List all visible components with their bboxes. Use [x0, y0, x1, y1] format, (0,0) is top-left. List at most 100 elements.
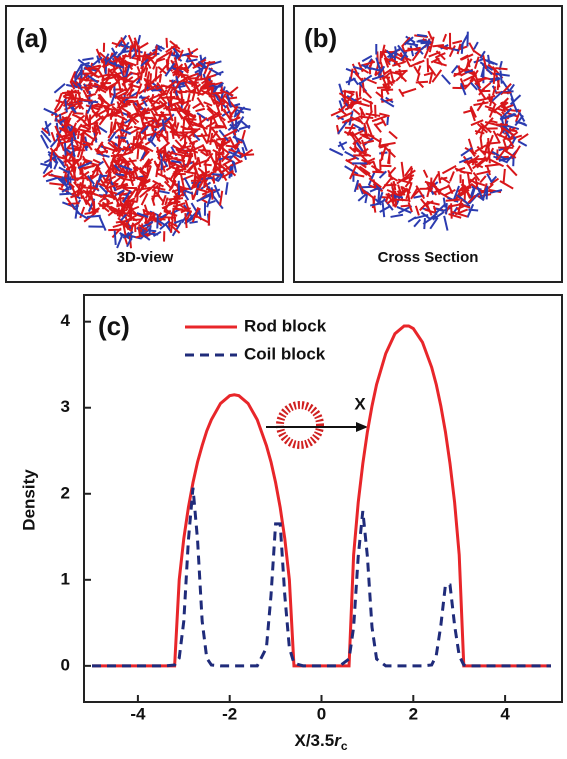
chain [49, 182, 65, 187]
inset-ring [276, 401, 324, 449]
chain [477, 77, 487, 81]
chain [344, 105, 354, 111]
chain [151, 106, 159, 115]
chain [84, 143, 94, 147]
chain [88, 67, 98, 71]
chain [185, 109, 191, 122]
chain [206, 128, 212, 144]
chain [64, 98, 68, 113]
chain [179, 131, 189, 142]
chain [128, 234, 142, 240]
chain [427, 30, 433, 40]
chain [383, 145, 397, 158]
chain [354, 101, 370, 108]
chain [229, 103, 241, 108]
chain [115, 182, 128, 189]
chain [373, 123, 382, 133]
chain [151, 194, 161, 198]
chain [97, 100, 105, 111]
chain [169, 123, 175, 140]
chain [352, 65, 363, 71]
chain [463, 109, 472, 114]
y-tick-label: 4 [61, 311, 71, 330]
chain [499, 112, 516, 121]
chain [186, 152, 194, 168]
chain [198, 149, 211, 152]
chain [102, 145, 118, 153]
chain [386, 116, 390, 126]
chain [182, 118, 186, 132]
chain [181, 174, 194, 181]
chain [352, 123, 367, 133]
chain [388, 166, 397, 176]
chain [214, 151, 222, 166]
chain [493, 155, 509, 164]
x-axis-label-symbol: r [334, 731, 342, 750]
chain [354, 164, 368, 176]
chain [413, 65, 421, 76]
chain [159, 149, 169, 156]
chain [423, 71, 433, 77]
chain [157, 66, 167, 75]
chain [338, 100, 345, 113]
chain [178, 203, 192, 215]
chain [69, 122, 78, 136]
chain [423, 45, 431, 59]
chain [431, 69, 443, 83]
chain [116, 233, 124, 249]
chain [414, 43, 428, 56]
chain [108, 207, 117, 215]
chain [111, 227, 122, 239]
x-tick-label: 4 [500, 704, 510, 723]
chain [388, 130, 398, 140]
chain [193, 174, 204, 188]
chain [53, 100, 61, 112]
chain [509, 131, 519, 139]
chain [126, 195, 130, 205]
chain [109, 121, 113, 134]
chain [140, 125, 149, 135]
chain [222, 159, 233, 166]
chain [165, 44, 177, 53]
chain [452, 40, 463, 45]
chain [180, 99, 192, 106]
chain [346, 156, 357, 163]
chain [445, 202, 448, 215]
inset-label: X [354, 394, 366, 413]
chain [489, 177, 500, 186]
chain [232, 161, 238, 173]
chain [379, 112, 390, 118]
chain [235, 106, 251, 111]
y-tick-label: 3 [61, 397, 70, 416]
chain [186, 92, 191, 106]
chain [114, 39, 122, 49]
chain [96, 152, 110, 158]
chain [422, 169, 429, 179]
chain [178, 141, 188, 152]
chain [151, 185, 166, 191]
chain [90, 131, 99, 145]
chain [469, 185, 476, 199]
series-line [92, 487, 551, 668]
panel-label: (a) [16, 23, 48, 53]
chain [77, 128, 92, 133]
chain [401, 186, 411, 194]
chain [124, 64, 131, 78]
chain [443, 215, 449, 231]
chain [487, 147, 491, 164]
chain [463, 79, 475, 90]
chain [108, 107, 120, 112]
chain [451, 210, 468, 218]
chain [203, 173, 207, 188]
chain [98, 184, 108, 194]
chain [162, 146, 166, 162]
chain [102, 104, 110, 114]
chain [330, 109, 342, 117]
chain [82, 189, 94, 196]
chain [186, 58, 198, 63]
chain [433, 60, 447, 67]
chain [486, 165, 491, 176]
chain [352, 108, 361, 116]
chain [73, 138, 86, 147]
chain [221, 154, 230, 161]
